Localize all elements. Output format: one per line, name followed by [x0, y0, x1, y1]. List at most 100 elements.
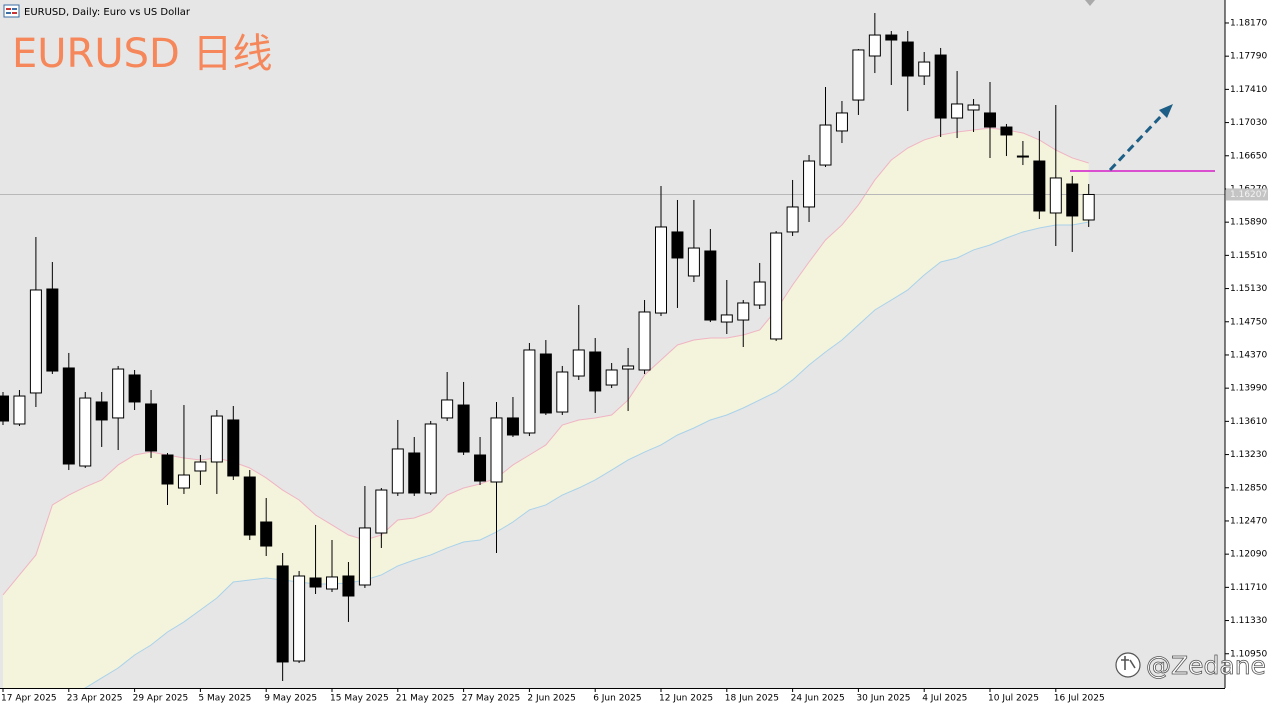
candle-body — [638, 311, 651, 371]
candle-body — [655, 226, 667, 314]
candle-body — [260, 521, 273, 547]
current-price-label: 1.16207 — [1230, 190, 1267, 200]
candle-body — [46, 288, 59, 372]
candle-body — [572, 349, 585, 377]
candle-body — [539, 353, 552, 414]
candle-body — [835, 112, 848, 132]
trend-arrow — [1108, 104, 1173, 172]
y-tick-label: 1.15890 — [1230, 218, 1267, 228]
y-tick-label: 1.13230 — [1230, 450, 1267, 460]
candle-body — [293, 575, 306, 662]
cloud-fill — [3, 127, 1089, 688]
candle-body — [29, 289, 42, 394]
x-tick-label: 29 Apr 2025 — [133, 694, 189, 704]
y-tick-label: 1.12090 — [1230, 550, 1267, 560]
candle-body — [490, 417, 503, 483]
candle-body — [13, 395, 26, 425]
candle-body — [326, 576, 338, 590]
y-tick-label: 1.17030 — [1230, 118, 1267, 128]
candle-body — [967, 104, 980, 111]
candle-body — [622, 365, 635, 370]
y-tick-label: 1.17410 — [1230, 85, 1267, 95]
x-tick-label: 6 Jun 2025 — [593, 694, 641, 704]
candle-body — [391, 448, 404, 494]
x-tick-label: 4 Jul 2025 — [922, 694, 967, 704]
candle-body — [358, 527, 371, 586]
y-tick-label: 1.11330 — [1230, 616, 1267, 626]
candle-body — [243, 476, 256, 536]
candle-body — [523, 349, 536, 434]
x-tick-label: 30 Jun 2025 — [856, 694, 910, 704]
candle-body — [901, 41, 914, 77]
candle-body — [885, 34, 898, 41]
chart-title: EURUSD, Daily: Euro vs US Dollar — [24, 7, 191, 18]
candle-body — [786, 206, 799, 233]
y-tick-label: 1.17790 — [1230, 52, 1267, 62]
candle-body — [210, 415, 223, 463]
candle-body — [424, 423, 437, 494]
candle-body — [1033, 160, 1046, 212]
candle-body — [720, 314, 733, 323]
candle-body — [95, 401, 108, 421]
x-tick-label: 17 Apr 2025 — [1, 694, 57, 704]
x-tick-label: 23 Apr 2025 — [67, 694, 123, 704]
candle-body — [506, 417, 519, 436]
chart-heading: EURUSD 日线 — [12, 31, 273, 77]
candle-body — [276, 565, 289, 663]
x-tick-label: 5 May 2025 — [198, 694, 251, 704]
candle-body — [145, 403, 158, 452]
x-tick-label: 24 Jun 2025 — [791, 694, 845, 704]
y-tick-label: 1.12470 — [1230, 516, 1267, 526]
x-tick-label: 15 May 2025 — [330, 694, 389, 704]
cloud-line — [83, 221, 1089, 688]
candle-body — [79, 397, 92, 467]
candle-body — [671, 231, 684, 259]
candle-body — [819, 124, 832, 166]
x-tick-label: 9 May 2025 — [264, 694, 317, 704]
x-tick-label: 10 Jul 2025 — [988, 694, 1039, 704]
candle-body — [177, 474, 190, 489]
y-tick-label: 1.14750 — [1230, 317, 1267, 327]
candle-body — [556, 371, 569, 413]
candle-body — [1082, 193, 1095, 221]
candle-body — [457, 404, 470, 453]
candle-body — [474, 454, 487, 482]
x-tick-label: 21 May 2025 — [396, 694, 455, 704]
candle-body — [375, 489, 388, 534]
x-tick-label: 12 Jun 2025 — [659, 694, 713, 704]
candle-body — [984, 112, 996, 128]
candle-body — [0, 395, 9, 422]
candle-body — [112, 368, 125, 419]
watermark-logo — [1115, 652, 1141, 678]
candle-body — [1016, 155, 1029, 158]
candle-body — [408, 452, 421, 494]
candle-body — [441, 399, 454, 419]
candle-body — [194, 461, 207, 472]
x-tick-label: 27 May 2025 — [462, 694, 521, 704]
watermark-text: @Zedane — [1146, 651, 1266, 680]
candle-body — [161, 454, 174, 485]
candle-body — [128, 374, 141, 403]
y-tick-label: 1.12850 — [1230, 483, 1267, 493]
candle-body — [1049, 177, 1062, 214]
candle-body — [342, 575, 355, 597]
candle-body — [227, 419, 240, 477]
y-tick-label: 1.15130 — [1230, 284, 1267, 294]
candle-body — [309, 577, 322, 588]
candle-body — [1000, 126, 1013, 136]
candle-body — [934, 54, 947, 119]
candle-body — [62, 367, 75, 465]
y-tick-label: 1.16650 — [1230, 151, 1267, 161]
candle-body — [1066, 183, 1079, 217]
candle-body — [803, 160, 816, 208]
candle-body — [605, 369, 618, 386]
y-tick-label: 1.13610 — [1230, 417, 1267, 427]
y-tick-label: 1.18170 — [1230, 18, 1267, 28]
y-tick-label: 1.14370 — [1230, 350, 1267, 360]
candle-body — [687, 247, 700, 277]
candle-body — [918, 61, 931, 77]
candle-body — [852, 49, 865, 101]
symbol-icon — [3, 4, 20, 18]
